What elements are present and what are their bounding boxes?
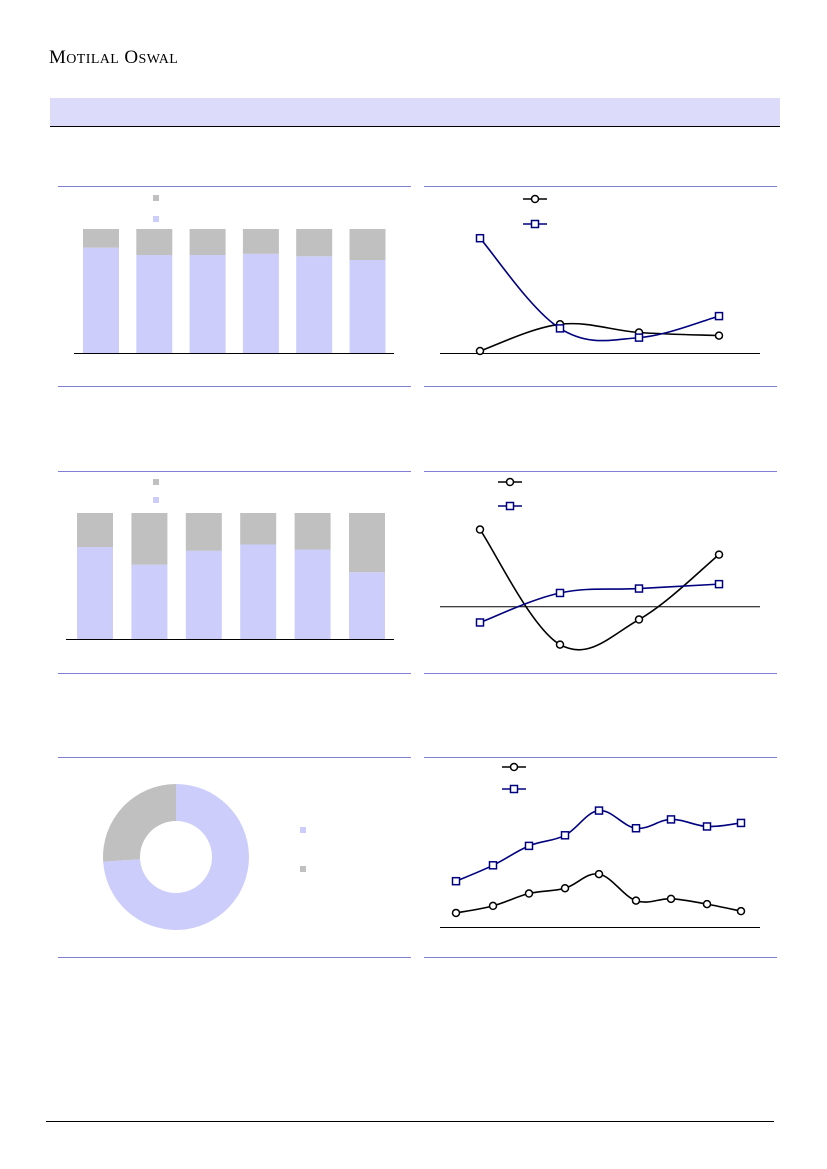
legend-swatch [153, 195, 159, 201]
data-point [631, 823, 641, 833]
data-point [594, 806, 604, 815]
legend-swatch [300, 866, 306, 872]
donut-slice [103, 784, 250, 930]
data-point [631, 896, 641, 905]
panel-6-top-rule [424, 757, 777, 758]
chart-5 [103, 784, 306, 930]
data-point [736, 818, 746, 828]
section-divider [50, 126, 780, 127]
data-point [634, 615, 644, 624]
panel-1-top-rule [58, 186, 411, 187]
data-point [702, 899, 712, 909]
bar-segment [131, 564, 168, 639]
data-point [702, 822, 712, 831]
section-title-band [50, 98, 780, 126]
bar-segment [136, 229, 173, 256]
panel-4-top-rule [424, 471, 777, 472]
panel-5-bottom-rule [58, 957, 411, 958]
bar-segment [296, 256, 333, 353]
bar-segment [185, 513, 222, 551]
bar-segment [242, 253, 279, 353]
data-point [666, 815, 676, 824]
data-point [736, 906, 746, 916]
series-line [455, 873, 742, 914]
data-point [634, 584, 644, 593]
data-point [451, 908, 461, 918]
data-point [634, 333, 644, 342]
data-point [714, 331, 724, 340]
bar-segment [349, 260, 386, 353]
legend-marker [509, 784, 519, 794]
bar-segment [349, 513, 385, 573]
panel-2-top-rule [424, 186, 777, 187]
bar-segment [136, 255, 173, 353]
bar-segment [83, 229, 119, 248]
bar-segment [294, 549, 331, 639]
chart-4 [440, 477, 760, 651]
bar-segment [189, 255, 226, 353]
data-point [666, 894, 676, 904]
data-point [560, 831, 570, 840]
legend-swatch [300, 827, 306, 833]
chart-2 [440, 194, 760, 356]
bar-segment [240, 544, 277, 639]
panel-1-bottom-rule [58, 386, 411, 387]
panel-2-bottom-rule [424, 386, 777, 387]
legend-swatch [153, 479, 159, 485]
panel-4-bottom-rule [424, 673, 777, 674]
legend-marker [530, 194, 540, 204]
legend-swatch [153, 497, 159, 503]
legend-marker [509, 762, 519, 772]
bar-segment [189, 229, 226, 256]
data-point [475, 525, 485, 534]
brand-logo: MOTILAL OSWAL [49, 47, 179, 68]
bar-segment [242, 229, 279, 254]
panel-3-top-rule [58, 471, 411, 472]
series-line [479, 583, 720, 624]
bar-segment [77, 513, 113, 548]
data-point [594, 869, 604, 879]
legend-marker [505, 501, 515, 511]
data-point [555, 324, 565, 333]
data-point [488, 901, 498, 911]
data-point [714, 550, 724, 559]
data-point [555, 588, 565, 598]
bar-segment [185, 550, 222, 639]
data-point [475, 233, 485, 243]
data-point [451, 876, 461, 886]
panel-5-top-rule [58, 757, 411, 758]
data-point [714, 311, 724, 321]
donut-slice [103, 784, 176, 862]
legend-marker [530, 219, 540, 229]
legend-marker [505, 477, 515, 487]
data-point [475, 346, 485, 356]
data-point [555, 640, 565, 649]
data-point [714, 579, 724, 589]
bar-segment [294, 513, 331, 550]
bar-segment [349, 229, 386, 260]
bar-segment [240, 513, 277, 545]
series-line [479, 322, 720, 352]
panel-6-bottom-rule [424, 957, 777, 958]
footer-rule [46, 1121, 774, 1122]
data-point [524, 889, 534, 898]
bar-segment [349, 572, 385, 639]
chart-3 [66, 479, 394, 640]
chart-6 [440, 762, 760, 928]
data-point [524, 841, 534, 851]
bar-segment [83, 247, 119, 353]
data-point [475, 618, 485, 627]
bar-segment [77, 547, 113, 639]
legend-swatch [153, 216, 159, 222]
chart-1 [74, 195, 394, 354]
bar-segment [131, 513, 168, 565]
series-line [479, 237, 720, 342]
panel-3-bottom-rule [58, 673, 411, 674]
data-point [488, 861, 498, 870]
data-point [560, 883, 570, 893]
bar-segment [296, 229, 333, 257]
